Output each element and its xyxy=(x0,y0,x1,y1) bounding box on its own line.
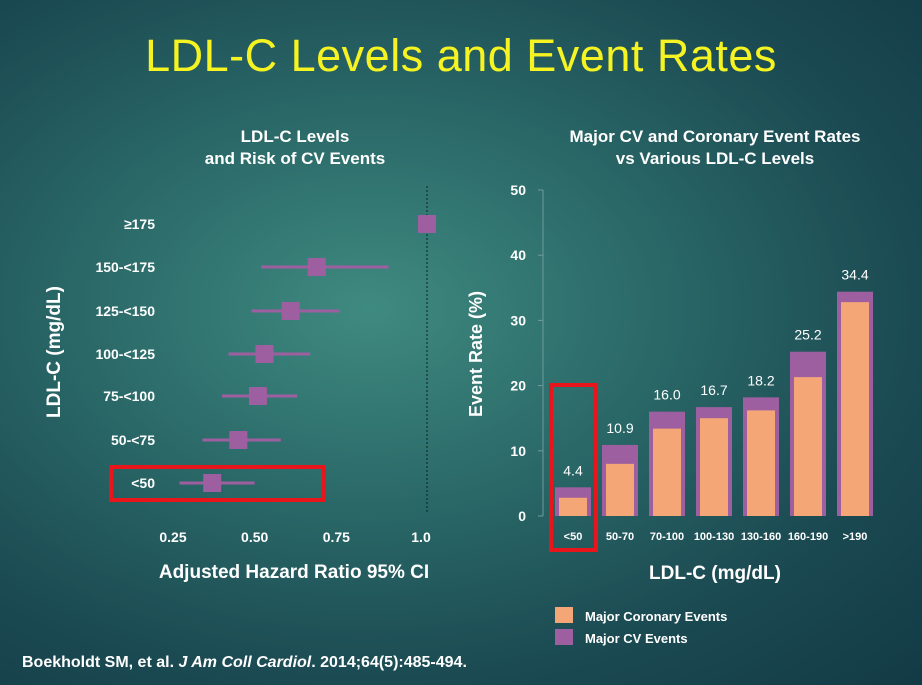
forest-category-label: ≥175 xyxy=(124,216,155,232)
forest-point xyxy=(255,345,274,363)
bar-major-coronary xyxy=(606,463,634,516)
citation-journal: J Am Coll Cardiol xyxy=(178,654,312,671)
bar-y-tick-label: 10 xyxy=(510,443,526,459)
bar-category-label: 130-160 xyxy=(741,531,781,543)
bar-highlight-box xyxy=(549,383,598,552)
forest-x-tick-label: 0.50 xyxy=(241,529,268,545)
legend-label: Major CV Events xyxy=(585,631,688,646)
forest-x-axis-label: Adjusted Hazard Ratio 95% CI xyxy=(159,562,429,583)
forest-category-label: 75-<100 xyxy=(103,388,155,404)
forest-x-tick-label: 0.75 xyxy=(323,529,350,545)
bar-y-tick-label: 40 xyxy=(510,247,526,263)
bar-category-label: 100-130 xyxy=(694,531,734,543)
bar-y-tick-label: 0 xyxy=(518,508,526,524)
bar-data-label: 4.4 xyxy=(563,462,583,478)
bar-data-label: 25.2 xyxy=(794,327,821,343)
forest-x-tick-label: 0.25 xyxy=(159,529,186,545)
forest-category-label: 150-<175 xyxy=(95,259,155,275)
forest-point xyxy=(418,215,436,233)
forest-category-label: 50-<75 xyxy=(111,432,155,448)
legend-swatch xyxy=(555,629,573,645)
bar-data-label: 10.9 xyxy=(606,420,633,436)
bar-y-tick-label: 30 xyxy=(510,312,526,328)
bar-category-label: <50 xyxy=(564,531,583,543)
forest-highlight-box xyxy=(109,465,326,502)
bar-y-tick-label: 50 xyxy=(510,182,526,198)
forest-plot-title: LDL-C Levels and Risk of CV Events xyxy=(170,126,420,170)
bar-y-axis-label: Event Rate (%) xyxy=(466,291,486,417)
forest-y-axis-label: LDL-C (mg/dL) xyxy=(44,286,65,418)
bar-category-label: >190 xyxy=(843,531,868,543)
bar-major-coronary xyxy=(700,418,728,516)
bar-major-coronary xyxy=(559,497,587,516)
forest-point xyxy=(203,474,222,492)
bar-chart-title: Major CV and Coronary Event Rates vs Var… xyxy=(540,126,890,170)
slide-title: LDL-C Levels and Event Rates xyxy=(145,30,777,81)
forest-title-line2: and Risk of CV Events xyxy=(204,149,386,168)
bar-x-axis-label: LDL-C (mg/dL) xyxy=(649,563,781,584)
bar-data-label: 18.2 xyxy=(747,372,774,388)
bar-y-tick-label: 20 xyxy=(510,378,526,394)
forest-point xyxy=(281,302,300,320)
bar-title-line2: vs Various LDL-C Levels xyxy=(615,149,815,168)
forest-point xyxy=(307,258,326,276)
forest-point xyxy=(229,431,248,449)
bar-major-coronary xyxy=(653,428,681,516)
citation-prefix: Boekholdt SM, et al. xyxy=(22,654,179,671)
legend-swatch xyxy=(555,607,573,623)
forest-category-label: <50 xyxy=(131,475,155,491)
forest-title-line1: LDL-C Levels xyxy=(240,127,350,146)
forest-category-label: 125-<150 xyxy=(95,303,155,319)
bar-major-coronary xyxy=(841,302,869,516)
forest-x-tick-label: 1.0 xyxy=(411,529,431,545)
bar-category-label: 50-70 xyxy=(606,531,634,543)
citation: Boekholdt SM, et al. J Am Coll Cardiol. … xyxy=(22,654,467,672)
citation-suffix: . 2014;64(5):485-494. xyxy=(311,654,467,671)
bar-data-label: 34.4 xyxy=(841,267,868,283)
bar-data-label: 16.7 xyxy=(700,382,727,398)
bar-category-label: 70-100 xyxy=(650,531,684,543)
bar-major-coronary xyxy=(747,410,775,516)
bar-major-coronary xyxy=(794,377,822,516)
bar-category-label: 160-190 xyxy=(788,531,828,543)
bar-title-line1: Major CV and Coronary Event Rates xyxy=(569,127,861,146)
forest-point xyxy=(248,387,267,405)
forest-category-label: 100-<125 xyxy=(95,346,155,362)
bar-data-label: 16.0 xyxy=(653,387,680,403)
legend-label: Major Coronary Events xyxy=(585,609,727,624)
